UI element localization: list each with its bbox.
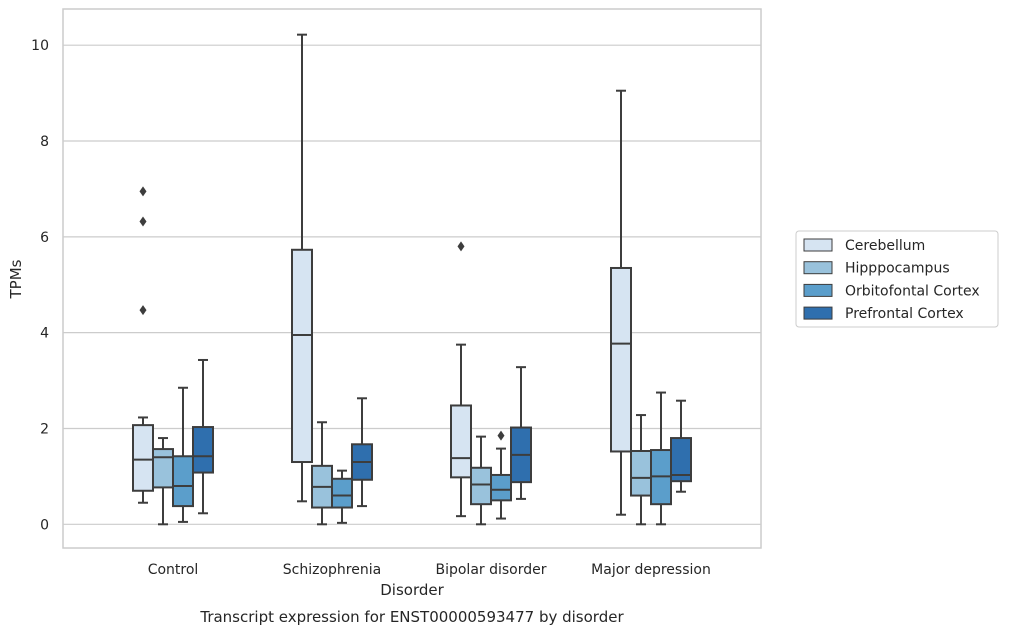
box-iqr bbox=[610, 266, 632, 453]
legend-label: Prefrontal Cortex bbox=[845, 306, 964, 322]
y-tick-labels: 0 2 4 6 8 10 bbox=[31, 38, 49, 533]
box-orbitofontal-cortex-3 bbox=[650, 391, 672, 526]
box-hipppocampus-1 bbox=[311, 421, 333, 526]
y-tick-label: 6 bbox=[40, 230, 49, 246]
box-iqr bbox=[670, 437, 692, 483]
legend-label: Orbitofontal Cortex bbox=[845, 283, 980, 299]
outlier-point bbox=[139, 216, 147, 227]
x-tick-label: Control bbox=[148, 562, 199, 578]
y-tick-label: 2 bbox=[40, 421, 49, 437]
box-cerebellum-2 bbox=[450, 241, 472, 518]
box-iqr bbox=[172, 455, 194, 508]
box-iqr bbox=[291, 248, 313, 464]
x-tick-label: Major depression bbox=[591, 562, 711, 578]
box-iqr bbox=[192, 426, 214, 474]
chart-caption: Transcript expression for ENST0000059347… bbox=[199, 608, 624, 626]
legend-swatch bbox=[803, 306, 833, 320]
box-prefrontal-cortex-2 bbox=[510, 366, 532, 500]
box-orbitofontal-cortex-0 bbox=[172, 386, 194, 523]
x-tick-label: Bipolar disorder bbox=[435, 562, 546, 578]
box-iqr bbox=[470, 466, 492, 506]
legend-frame bbox=[795, 230, 999, 328]
box-hipppocampus-0 bbox=[152, 437, 174, 526]
box-layer bbox=[132, 33, 692, 526]
legend-label: Hipppocampus bbox=[845, 261, 950, 277]
box-prefrontal-cortex-0 bbox=[192, 358, 214, 515]
x-tick-label: Schizophrenia bbox=[283, 562, 381, 578]
outlier-point bbox=[139, 186, 147, 197]
y-tick-label: 10 bbox=[31, 38, 49, 54]
x-tick-labels: Control Schizophrenia Bipolar disorder Majo… bbox=[148, 562, 711, 578]
box-hipppocampus-3 bbox=[630, 414, 652, 526]
outlier-point bbox=[497, 430, 505, 441]
box-iqr bbox=[630, 449, 652, 497]
box-prefrontal-cortex-3 bbox=[670, 399, 692, 493]
box-iqr bbox=[331, 477, 353, 509]
box-orbitofontal-cortex-1 bbox=[331, 469, 353, 524]
box-cerebellum-1 bbox=[291, 33, 313, 503]
legend-label: Cerebellum bbox=[845, 238, 925, 254]
legend: Cerebellum Hipppocampus Orbitofontal Corte… bbox=[795, 230, 999, 328]
legend-swatch bbox=[803, 238, 833, 252]
box-prefrontal-cortex-1 bbox=[351, 397, 373, 508]
box-cerebellum-0 bbox=[132, 186, 154, 504]
box-orbitofontal-cortex-2 bbox=[490, 430, 512, 520]
outlier-point bbox=[457, 241, 465, 252]
plot-frame bbox=[62, 8, 762, 549]
y-tick-label: 8 bbox=[40, 134, 49, 150]
box-cerebellum-3 bbox=[610, 89, 632, 516]
box-iqr bbox=[490, 473, 512, 502]
box-iqr bbox=[132, 424, 154, 492]
y-axis-title: TPMs bbox=[7, 259, 25, 299]
y-tick-label: 4 bbox=[40, 326, 49, 342]
x-axis-title: Disorder bbox=[380, 581, 444, 599]
legend-swatch bbox=[803, 261, 833, 275]
box-iqr bbox=[152, 448, 174, 489]
box-iqr bbox=[450, 404, 472, 479]
legend-swatch bbox=[803, 283, 833, 297]
outlier-point bbox=[139, 305, 147, 316]
y-tick-label: 0 bbox=[40, 517, 49, 533]
box-hipppocampus-2 bbox=[470, 435, 492, 526]
